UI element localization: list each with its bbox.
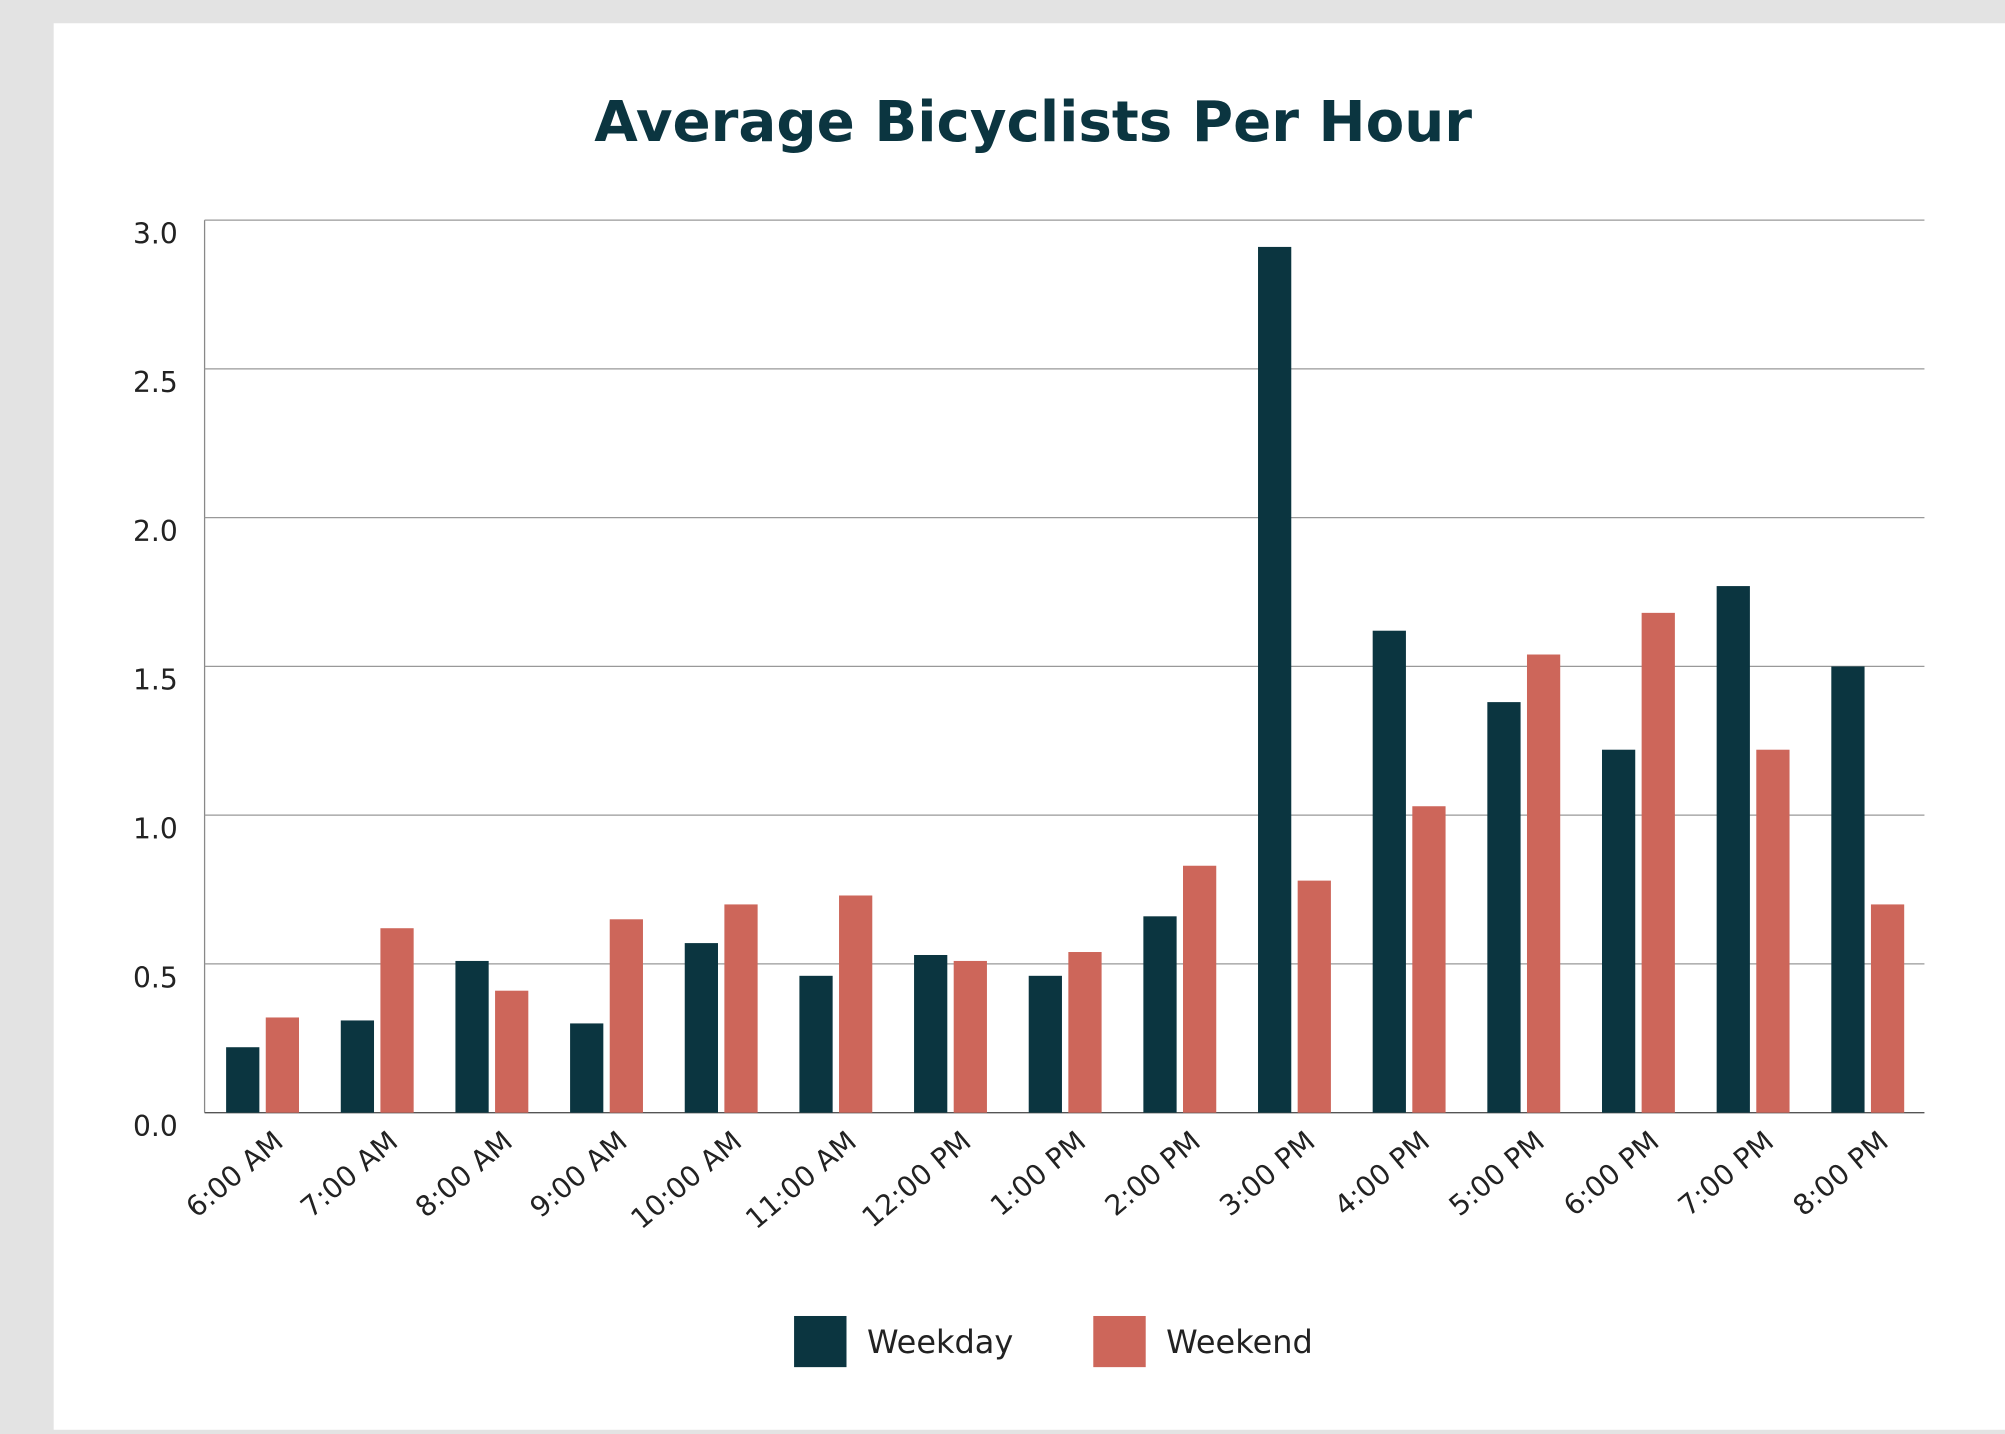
y-tick-label: 3.0 [133,217,178,250]
y-tick-label: 1.0 [133,813,178,846]
bar [1258,246,1292,1113]
bar [380,928,414,1113]
legend-label: Weekday [867,1323,1013,1361]
bar [495,990,529,1113]
y-tick-label: 2.0 [133,515,178,548]
legend-swatch [794,1315,847,1368]
bar [1183,865,1217,1113]
bar [1526,654,1561,1113]
bar [1870,904,1905,1113]
y-tick-label: 0.5 [133,961,178,994]
bar [1641,612,1675,1113]
bar [1297,880,1331,1113]
bar [839,895,873,1113]
bar [684,943,718,1113]
chart-panel [53,23,2005,1430]
bar [226,1047,260,1113]
bar [570,1023,604,1113]
legend-label: Weekend [1166,1323,1313,1361]
legend-swatch [1093,1315,1146,1368]
bar [1372,630,1406,1113]
bar [1831,666,1865,1113]
bar [1143,916,1177,1113]
bar [1487,702,1521,1113]
bar [265,1017,300,1113]
bar [1412,806,1446,1113]
bar [1068,952,1102,1113]
bar [455,960,489,1113]
chart-title: Average Bicyclists Per Hour [594,90,1472,155]
bar [340,1020,375,1113]
y-tick-label: 0.0 [133,1110,178,1143]
bar [1601,749,1636,1113]
bar [953,960,987,1113]
bar [1756,749,1790,1113]
bar [799,975,833,1113]
bar [1028,975,1062,1113]
bar [724,904,758,1113]
y-tick-label: 1.5 [133,664,178,697]
bar [914,954,948,1113]
bar [1716,586,1750,1113]
y-tick-label: 2.5 [133,366,178,399]
bar [609,919,643,1113]
